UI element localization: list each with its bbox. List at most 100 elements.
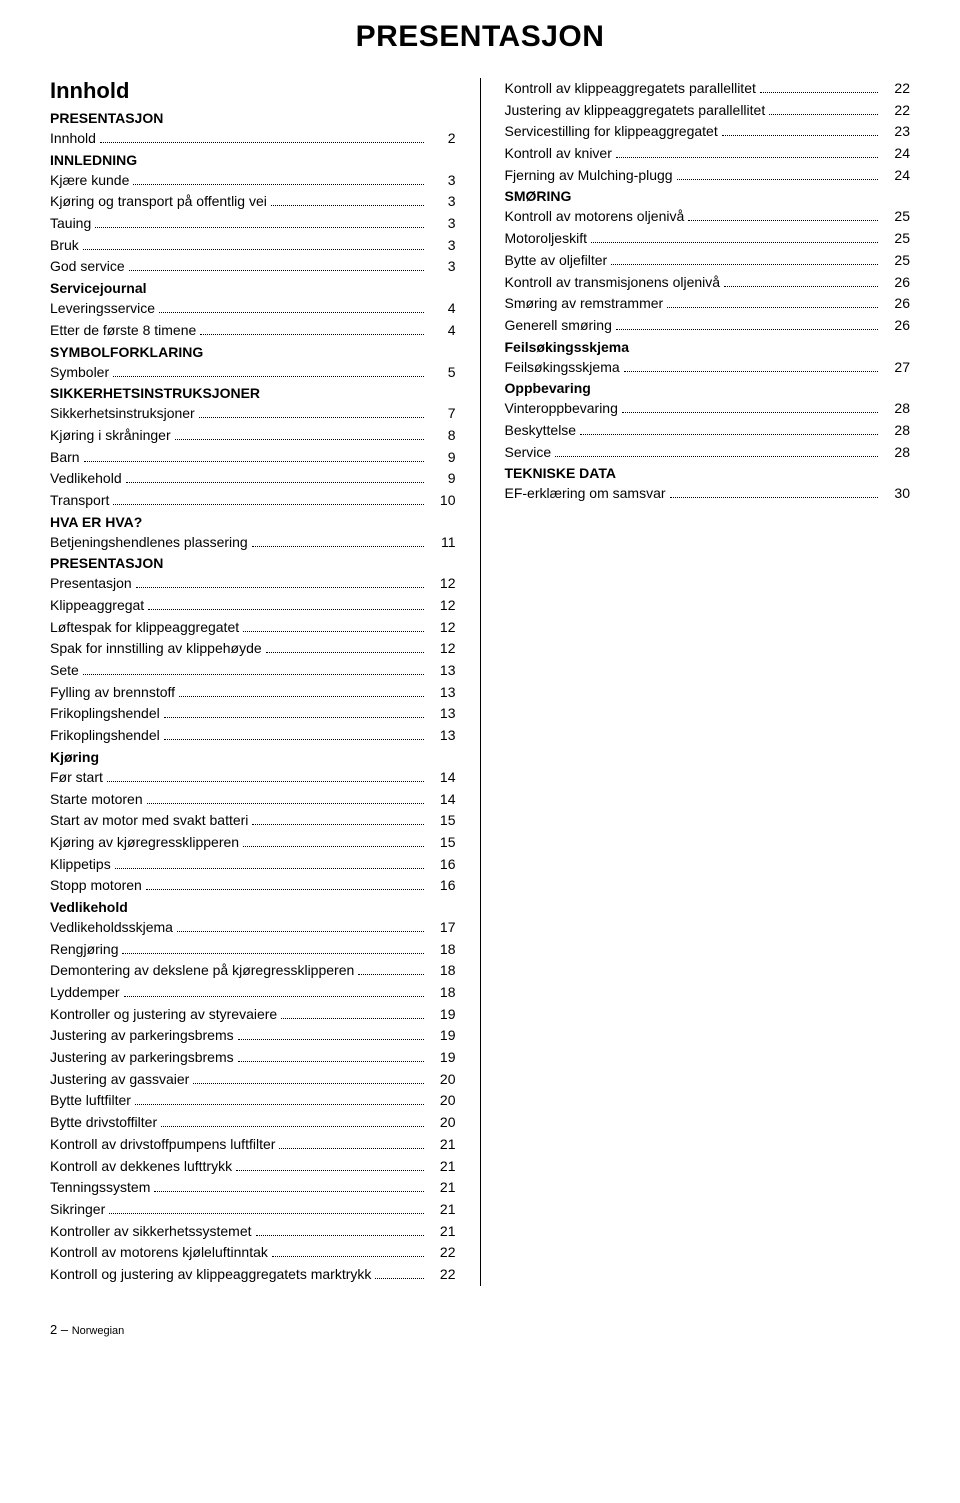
toc-entry-page: 3 xyxy=(428,213,456,235)
toc-leader-dots xyxy=(622,412,878,413)
toc-entry-page: 13 xyxy=(428,682,456,704)
toc-section-heading: Vedlikehold xyxy=(50,899,456,915)
toc-entry-page: 12 xyxy=(428,595,456,617)
toc-entry-label: Kontroller av sikkerhetssystemet xyxy=(50,1221,252,1243)
toc-section-heading: PRESENTASJON xyxy=(50,555,456,571)
toc-entry-label: Kontroll av kniver xyxy=(505,143,612,165)
toc-right-column: Kontroll av klippeaggregatets parallelli… xyxy=(505,78,911,1286)
toc-entry-page: 9 xyxy=(428,447,456,469)
toc-leader-dots xyxy=(358,974,423,975)
toc-entry-page: 19 xyxy=(428,1004,456,1026)
toc-entry-label: Kontroll av drivstoffpumpens luftfilter xyxy=(50,1134,275,1156)
toc-entry: Kontroll og justering av klippeaggregate… xyxy=(50,1264,456,1286)
toc-entry-page: 21 xyxy=(428,1177,456,1199)
toc-entry: Servicestilling for klippeaggregatet23 xyxy=(505,121,911,143)
toc-leader-dots xyxy=(667,307,878,308)
toc-leader-dots xyxy=(769,114,878,115)
toc-entry: Presentasjon12 xyxy=(50,573,456,595)
toc-entry-page: 28 xyxy=(882,398,910,420)
column-divider xyxy=(480,78,481,1286)
toc-leader-dots xyxy=(375,1278,423,1279)
toc-entry-page: 27 xyxy=(882,357,910,379)
toc-entry-label: Bruk xyxy=(50,235,79,257)
toc-entry-label: Kontroll av transmisjonens oljenivå xyxy=(505,272,721,294)
toc-leader-dots xyxy=(722,135,878,136)
toc-entry: Tauing 3 xyxy=(50,213,456,235)
toc-entry-page: 22 xyxy=(428,1242,456,1264)
toc-entry-page: 10 xyxy=(428,490,456,512)
toc-entry-label: Tauing xyxy=(50,213,91,235)
toc-entry-label: Leveringsservice xyxy=(50,298,155,320)
toc-entry: Kontroll av klippeaggregatets parallelli… xyxy=(505,78,911,100)
toc-entry: Motoroljeskift25 xyxy=(505,228,911,250)
toc-leader-dots xyxy=(100,142,424,143)
toc-entry: Symboler5 xyxy=(50,362,456,384)
toc-leader-dots xyxy=(164,717,424,718)
toc-entry: Fylling av brennstoff13 xyxy=(50,682,456,704)
toc-entry-page: 20 xyxy=(428,1112,456,1134)
toc-entry-page: 18 xyxy=(428,960,456,982)
toc-entry-label: Etter de første 8 timene xyxy=(50,320,196,342)
toc-entry-label: Vedlikehold xyxy=(50,468,122,490)
toc-entry-label: Kjøring og transport på offentlig vei xyxy=(50,191,267,213)
toc-entry-page: 21 xyxy=(428,1134,456,1156)
toc-entry-label: Lyddemper xyxy=(50,982,120,1004)
toc-section-heading: TEKNISKE DATA xyxy=(505,465,911,481)
toc-entry: Stopp motoren16 xyxy=(50,875,456,897)
toc-entry: Beskyttelse28 xyxy=(505,420,911,442)
toc-leader-dots xyxy=(177,931,424,932)
toc-entry-label: EF-erklæring om samsvar xyxy=(505,483,666,505)
toc-entry-page: 26 xyxy=(882,315,910,337)
toc-entry: Klippeaggregat12 xyxy=(50,595,456,617)
toc-leader-dots xyxy=(281,1018,423,1019)
toc-entry-label: Spak for innstilling av klippehøyde xyxy=(50,638,262,660)
toc-leader-dots xyxy=(611,264,878,265)
toc-entry-label: Betjeningshendlenes plassering xyxy=(50,532,248,554)
toc-entry-page: 13 xyxy=(428,725,456,747)
toc-leader-dots xyxy=(616,329,878,330)
toc-entry: Frikoplingshendel13 xyxy=(50,725,456,747)
toc-columns: Innhold PRESENTASJONInnhold2INNLEDNINGKj… xyxy=(50,78,910,1286)
toc-leader-dots xyxy=(179,696,423,697)
toc-leader-dots xyxy=(252,546,424,547)
toc-leader-dots xyxy=(688,220,878,221)
toc-entry: Vedlikehold 9 xyxy=(50,468,456,490)
toc-leader-dots xyxy=(272,1256,424,1257)
toc-section-heading: HVA ER HVA? xyxy=(50,514,456,530)
toc-entry: Spak for innstilling av klippehøyde12 xyxy=(50,638,456,660)
toc-entry: Generell smøring26 xyxy=(505,315,911,337)
toc-entry-label: Justering av klippeaggregatets parallell… xyxy=(505,100,766,122)
toc-leader-dots xyxy=(146,889,424,890)
toc-entry: Sete13 xyxy=(50,660,456,682)
toc-leader-dots xyxy=(113,376,423,377)
toc-leader-dots xyxy=(133,184,423,185)
toc-entry-label: Demontering av dekslene på kjøregresskli… xyxy=(50,960,354,982)
toc-entry-label: Kontroll av dekkenes lufttrykk xyxy=(50,1156,232,1178)
toc-entry-page: 26 xyxy=(882,293,910,315)
toc-leader-dots xyxy=(724,286,878,287)
toc-entry-page: 9 xyxy=(428,468,456,490)
toc-section-heading: SMØRING xyxy=(505,188,911,204)
toc-entry: Justering av gassvaier20 xyxy=(50,1069,456,1091)
toc-leader-dots xyxy=(256,1235,424,1236)
toc-leader-dots xyxy=(135,1104,424,1105)
toc-entry: Klippetips16 xyxy=(50,854,456,876)
toc-section-heading: Oppbevaring xyxy=(505,380,911,396)
toc-entry-label: Justering av parkeringsbrems xyxy=(50,1047,234,1069)
toc-entry: Vedlikeholdsskjema17 xyxy=(50,917,456,939)
toc-entry-label: Presentasjon xyxy=(50,573,132,595)
toc-leader-dots xyxy=(154,1191,423,1192)
toc-entry-page: 21 xyxy=(428,1156,456,1178)
toc-leader-dots xyxy=(147,803,424,804)
toc-entry: Kontroll av drivstoffpumpens luftfilter 2… xyxy=(50,1134,456,1156)
toc-entry-label: Servicestilling for klippeaggregatet xyxy=(505,121,718,143)
toc-entry-label: Klippetips xyxy=(50,854,111,876)
toc-entry-label: Symboler xyxy=(50,362,109,384)
toc-leader-dots xyxy=(279,1148,423,1149)
toc-entry-label: Sikkerhetsinstruksjoner xyxy=(50,403,195,425)
toc-entry-label: Start av motor med svakt batteri xyxy=(50,810,248,832)
toc-entry-label: Barn xyxy=(50,447,80,469)
toc-entry-page: 28 xyxy=(882,442,910,464)
toc-leader-dots xyxy=(129,270,424,271)
toc-leader-dots xyxy=(122,953,423,954)
